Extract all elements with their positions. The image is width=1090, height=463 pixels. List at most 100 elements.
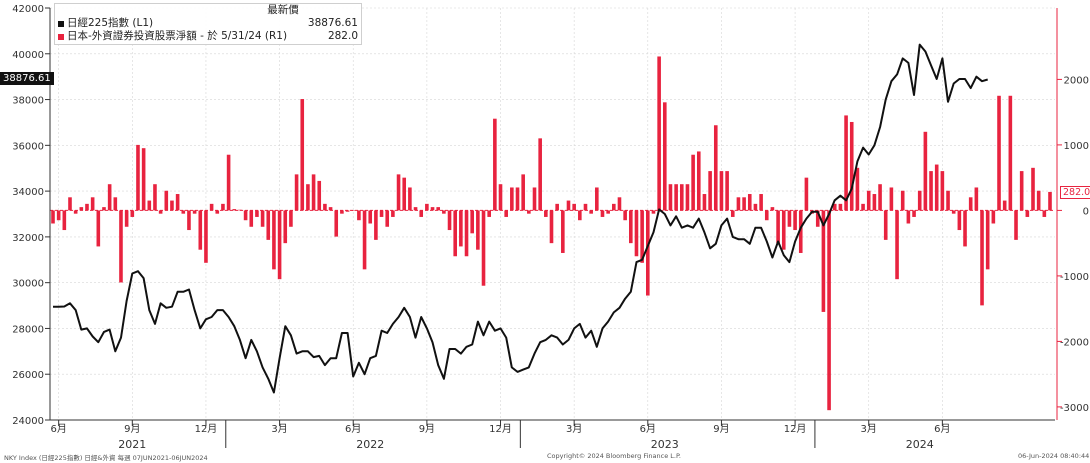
bar — [600, 210, 605, 217]
bar — [725, 171, 729, 211]
bar — [544, 210, 548, 217]
bar — [838, 203, 843, 211]
x-tick-label: 12月 — [195, 423, 218, 435]
line-series — [53, 43, 988, 394]
bar — [272, 210, 276, 270]
bar — [170, 200, 174, 211]
bar — [951, 210, 956, 214]
bar — [798, 210, 803, 253]
bar — [629, 210, 633, 244]
x-tick-label: 6月 — [934, 423, 950, 435]
bar — [340, 210, 344, 214]
bar — [130, 210, 135, 217]
bar — [374, 210, 378, 240]
bar — [538, 138, 542, 211]
x-tick-label: 6月 — [50, 423, 66, 435]
bar — [844, 115, 848, 211]
bar — [73, 210, 78, 214]
legend-value-nikkei: 38876.61 — [307, 17, 358, 29]
bar — [855, 167, 860, 211]
legend: 最新價 日經225指數 (L1) 38876.61 日本-外資證券投資股票淨額 … — [54, 3, 362, 45]
bar — [396, 174, 401, 211]
year-label: 2021 — [118, 438, 146, 451]
bar — [487, 210, 491, 217]
bar — [351, 210, 356, 211]
x-tick-label: 12月 — [489, 423, 512, 435]
bar — [204, 210, 208, 263]
bar — [713, 125, 718, 211]
left-tick-label: 32000 — [12, 233, 44, 244]
legend-header: 最新價 — [267, 4, 299, 16]
bar — [736, 197, 741, 211]
bar — [249, 210, 254, 227]
left-tick-label: 26000 — [12, 370, 44, 381]
bar — [345, 210, 350, 212]
footer-timestamp: 06-Jun-2024 08:40:44 — [1018, 452, 1090, 460]
bar — [980, 210, 984, 306]
legend-item-nikkei: 日經225指數 (L1) 38876.61 — [55, 17, 361, 30]
bar — [419, 210, 424, 217]
bar — [815, 210, 820, 227]
bar — [113, 197, 118, 211]
bar — [702, 194, 707, 211]
bar — [255, 210, 259, 217]
bar — [589, 210, 593, 214]
bar — [238, 209, 242, 211]
bar — [883, 210, 888, 240]
bar — [963, 210, 967, 247]
bar — [849, 121, 854, 211]
bar — [498, 184, 503, 211]
x-tick-label: 9月 — [713, 423, 729, 435]
bar — [685, 184, 690, 211]
bar — [124, 210, 129, 227]
bar — [1048, 191, 1052, 211]
bar — [215, 210, 220, 214]
bar — [283, 210, 288, 244]
right-tick-label: -3000 — [1060, 403, 1089, 414]
bar-series — [50, 56, 1055, 411]
right-tick-label: 2000 — [1064, 75, 1089, 86]
bar — [362, 210, 367, 270]
bar — [974, 187, 979, 211]
bar — [102, 207, 106, 211]
bar — [334, 210, 339, 237]
bar — [527, 210, 531, 214]
bar — [764, 210, 769, 221]
bar — [804, 177, 809, 211]
bar — [62, 210, 67, 231]
bar — [640, 210, 644, 263]
legend-name-nikkei: 日經225指數 (L1) — [67, 17, 154, 29]
x-axis: 6月 9月 12月 3月 6月 9月 12月 3月 6月 9月 12月 3月 6月 2021 2022 202… — [50, 419, 1055, 451]
bar — [617, 197, 622, 211]
x-tick-label: 12月 — [784, 423, 807, 435]
x-tick-label: 6月 — [345, 423, 361, 435]
bar — [866, 190, 871, 211]
bar — [476, 210, 480, 250]
bar — [402, 177, 407, 211]
bar — [679, 184, 684, 211]
left-tick-label: 42000 — [12, 4, 44, 15]
bar — [940, 171, 945, 211]
bar — [289, 210, 293, 227]
bar — [328, 207, 333, 211]
bar — [1036, 190, 1041, 211]
bar — [612, 203, 616, 211]
bar — [243, 210, 248, 221]
bar — [662, 102, 667, 211]
bar — [447, 210, 452, 231]
bar — [442, 210, 446, 214]
footer-source: NKY Index (日經225指數) 日經&外資 每週 07JUN2021-0… — [4, 454, 208, 462]
bar — [198, 210, 203, 250]
bar — [147, 200, 152, 211]
bar — [119, 210, 123, 283]
bar — [470, 210, 474, 234]
year-label: 2023 — [651, 438, 679, 451]
bar — [323, 203, 327, 211]
bar — [504, 210, 508, 217]
bar — [153, 184, 157, 211]
x-tick-label: 3月 — [271, 423, 287, 435]
right-tick-label: -1000 — [1060, 272, 1089, 283]
bar — [300, 99, 305, 211]
bar — [187, 210, 191, 231]
bar — [776, 210, 780, 244]
